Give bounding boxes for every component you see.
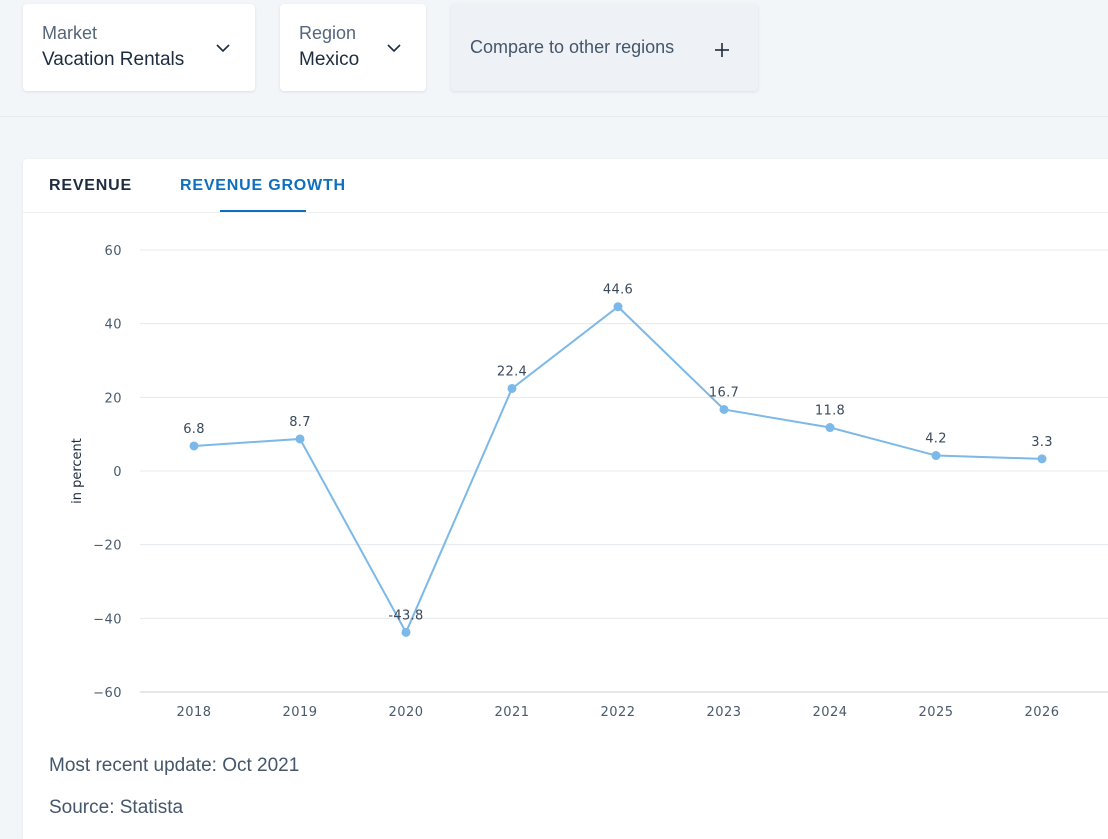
data-point (932, 451, 941, 460)
data-label: 16.7 (709, 385, 739, 400)
data-label: 4.2 (925, 432, 947, 447)
x-tick-label: 2018 (176, 705, 211, 719)
data-point (190, 441, 199, 450)
data-point (614, 302, 623, 311)
source-note: Source: Statista (49, 797, 183, 819)
chevron-down-icon (215, 40, 231, 56)
data-label: 3.3 (1031, 435, 1053, 450)
revenue-growth-chart: 60 40 20 0 −20 −40 −60 in percent 2018 2019 2020 20… (23, 159, 1108, 719)
y-tick-label: 20 (104, 391, 122, 406)
compare-regions-label: Compare to other regions (470, 37, 674, 58)
x-tick-label: 2025 (918, 705, 953, 719)
y-tick-label: 60 (104, 244, 122, 259)
data-point (508, 384, 517, 393)
x-tick-label: 2024 (812, 705, 847, 719)
y-tick-label: 40 (104, 318, 122, 333)
compare-regions-button[interactable]: Compare to other regions (451, 4, 758, 91)
market-select-label: Market (42, 22, 237, 44)
chart-panel: REVENUE REVENUE GROWTH 60 40 20 0 −20 −40 −60 i… (23, 159, 1108, 839)
chevron-down-icon (386, 40, 402, 56)
region-select[interactable]: Region Mexico (280, 4, 426, 91)
data-label: 22.4 (497, 364, 527, 379)
y-tick-label: −20 (93, 539, 122, 554)
data-label: 8.7 (289, 415, 311, 430)
x-tick-label: 2019 (282, 705, 317, 719)
x-tick-label: 2022 (600, 705, 635, 719)
series-line (194, 307, 1042, 633)
x-tick-label: 2026 (1024, 705, 1059, 719)
data-label: -43.8 (388, 608, 423, 623)
filter-bar: Market Vacation Rentals Region Mexico Co… (0, 0, 1108, 117)
x-tick-label: 2020 (388, 705, 423, 719)
data-label: 44.6 (603, 283, 633, 298)
data-point (402, 628, 411, 637)
market-select[interactable]: Market Vacation Rentals (23, 4, 255, 91)
y-tick-label: 0 (113, 465, 122, 480)
market-select-value: Vacation Rentals (42, 46, 237, 74)
data-label: 11.8 (815, 404, 845, 419)
x-tick-label: 2023 (706, 705, 741, 719)
data-point (296, 434, 305, 443)
data-point (826, 423, 835, 432)
x-tick-label: 2021 (494, 705, 529, 719)
update-note: Most recent update: Oct 2021 (49, 755, 299, 777)
y-axis-label: in percent (70, 438, 85, 504)
data-point (720, 405, 729, 414)
plus-icon (714, 42, 730, 58)
y-tick-label: −40 (93, 612, 122, 627)
y-tick-label: −60 (93, 686, 122, 701)
data-label: 6.8 (183, 422, 205, 437)
data-point (1038, 454, 1047, 463)
